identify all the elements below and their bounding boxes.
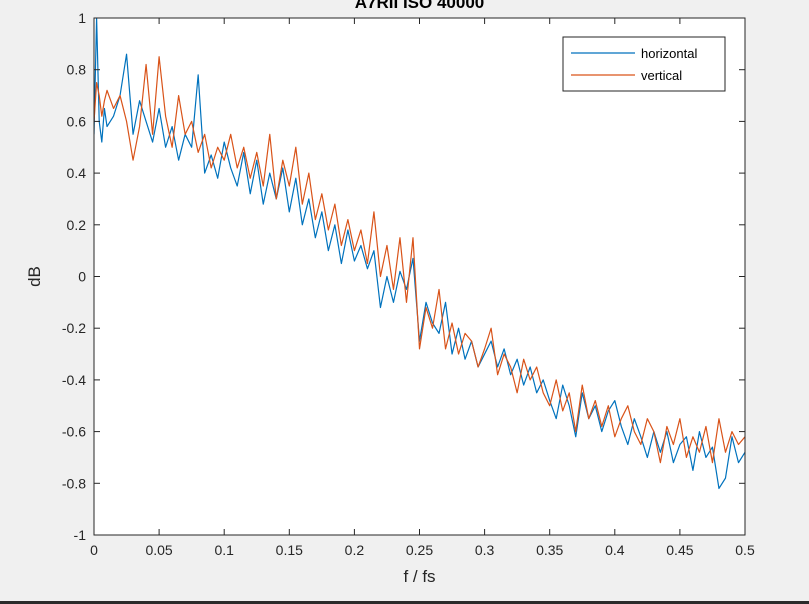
x-tick-label: 0 xyxy=(90,542,98,558)
x-tick-label: 0.45 xyxy=(666,542,693,558)
x-tick-label: 0.35 xyxy=(536,542,563,558)
x-tick-label: 0.3 xyxy=(475,542,495,558)
axes-background xyxy=(94,18,745,535)
y-tick-label: -0.8 xyxy=(62,475,86,491)
y-tick-label: -0.6 xyxy=(62,424,86,440)
plot-area: 0 0.05 0.1 0.15 0.2 0.25 0.3 0.35 0.4 0.45 0.5 -1 -0… xyxy=(25,0,755,586)
legend-label-vertical: vertical xyxy=(641,68,682,83)
y-tick-label: 0.2 xyxy=(67,217,87,233)
y-tick-label: 0.6 xyxy=(67,113,87,129)
x-tick-label: 0.2 xyxy=(345,542,365,558)
bottom-edge-bar xyxy=(0,601,809,604)
x-tick-label: 0.4 xyxy=(605,542,625,558)
legend-label-horizontal: horizontal xyxy=(641,46,697,61)
y-tick-label: -0.2 xyxy=(62,320,86,336)
y-tick-label: 0.4 xyxy=(67,165,87,181)
x-tick-label: 0.1 xyxy=(214,542,234,558)
legend-box xyxy=(562,36,726,92)
y-axis-label: dB xyxy=(25,266,44,287)
y-tick-label: 0 xyxy=(78,269,86,285)
x-tick-label: 0.25 xyxy=(406,542,433,558)
x-tick-label: 0.15 xyxy=(276,542,303,558)
x-tick-label: 0.5 xyxy=(735,542,755,558)
y-tick-label: 0.8 xyxy=(67,62,87,78)
y-tick-label: -1 xyxy=(74,527,87,543)
y-tick-label: 1 xyxy=(78,10,86,26)
x-tick-label: 0.05 xyxy=(145,542,172,558)
y-tick-label: -0.4 xyxy=(62,372,86,388)
chart-title: A7RII ISO 40000 xyxy=(355,0,484,12)
x-axis-label: f / fs xyxy=(403,567,435,586)
series-line-vertical xyxy=(94,56,745,464)
